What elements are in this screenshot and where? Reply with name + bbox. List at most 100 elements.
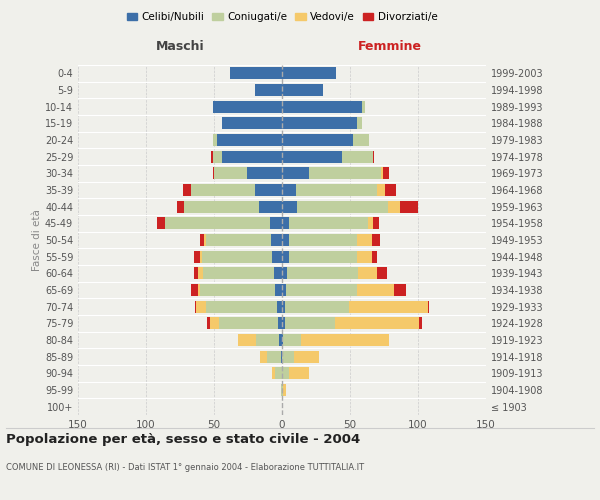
Bar	[282, 168, 309, 179]
Bar	[256, 334, 279, 346]
Bar	[282, 284, 286, 296]
Bar	[200, 250, 202, 262]
Bar	[372, 234, 380, 246]
Bar	[196, 300, 206, 312]
Bar	[165, 218, 270, 230]
Bar	[220, 318, 278, 330]
Bar	[281, 350, 282, 362]
Bar	[357, 118, 362, 130]
Bar	[270, 218, 282, 230]
Bar	[255, 184, 282, 196]
Bar	[214, 168, 247, 179]
Bar	[183, 184, 191, 196]
Text: COMUNE DI LEONESSA (RI) - Dati ISTAT 1° gennaio 2004 - Elaborazione TUTTITALIA.I: COMUNE DI LEONESSA (RI) - Dati ISTAT 1° …	[6, 463, 364, 472]
Bar	[400, 200, 418, 212]
Bar	[287, 268, 358, 280]
Bar	[211, 150, 212, 162]
Bar	[260, 350, 267, 362]
Bar	[357, 250, 372, 262]
Bar	[278, 318, 282, 330]
Bar	[197, 284, 200, 296]
Bar	[212, 134, 217, 146]
Bar	[282, 150, 342, 162]
Bar	[282, 200, 297, 212]
Bar	[394, 284, 406, 296]
Bar	[238, 334, 256, 346]
Bar	[282, 218, 289, 230]
Bar	[203, 268, 274, 280]
Bar	[362, 100, 365, 112]
Bar	[217, 134, 282, 146]
Bar	[335, 318, 419, 330]
Bar	[294, 350, 319, 362]
Bar	[282, 84, 323, 96]
Bar	[255, 84, 282, 96]
Bar	[197, 268, 203, 280]
Text: Popolazione per età, sesso e stato civile - 2004: Popolazione per età, sesso e stato civil…	[6, 432, 360, 446]
Bar	[383, 168, 389, 179]
Bar	[259, 200, 282, 212]
Bar	[282, 268, 287, 280]
Bar	[282, 68, 337, 80]
Bar	[247, 168, 282, 179]
Bar	[206, 300, 277, 312]
Bar	[342, 150, 373, 162]
Bar	[157, 218, 165, 230]
Bar	[282, 250, 289, 262]
Bar	[296, 184, 377, 196]
Bar	[207, 318, 210, 330]
Bar	[200, 234, 205, 246]
Bar	[357, 284, 394, 296]
Bar	[277, 300, 282, 312]
Bar	[272, 368, 275, 380]
Bar	[283, 334, 301, 346]
Bar	[282, 368, 289, 380]
Bar	[212, 150, 222, 162]
Bar	[282, 134, 353, 146]
Bar	[206, 234, 271, 246]
Bar	[372, 250, 377, 262]
Bar	[419, 318, 422, 330]
Bar	[194, 250, 200, 262]
Bar	[275, 368, 282, 380]
Bar	[289, 368, 309, 380]
Bar	[381, 168, 383, 179]
Bar	[210, 318, 220, 330]
Bar	[212, 100, 282, 112]
Text: Femmine: Femmine	[358, 40, 422, 52]
Bar	[373, 150, 374, 162]
Bar	[194, 268, 197, 280]
Bar	[191, 284, 197, 296]
Bar	[195, 300, 196, 312]
Bar	[373, 218, 379, 230]
Bar	[272, 250, 282, 262]
Bar	[309, 168, 381, 179]
Bar	[285, 318, 335, 330]
Bar	[230, 68, 282, 80]
Bar	[289, 218, 368, 230]
Bar	[377, 184, 385, 196]
Bar	[282, 300, 285, 312]
Bar	[368, 218, 373, 230]
Bar	[377, 268, 387, 280]
Bar	[202, 250, 272, 262]
Bar	[388, 200, 400, 212]
Bar	[349, 300, 428, 312]
Bar	[297, 200, 388, 212]
Bar	[289, 234, 357, 246]
Bar	[357, 234, 372, 246]
Bar	[222, 118, 282, 130]
Bar	[271, 234, 282, 246]
Bar	[281, 384, 282, 396]
Bar	[286, 284, 357, 296]
Bar	[282, 384, 283, 396]
Bar	[279, 334, 282, 346]
Bar	[275, 284, 282, 296]
Bar	[177, 200, 184, 212]
Bar	[283, 384, 286, 396]
Bar	[205, 234, 206, 246]
Bar	[282, 318, 285, 330]
Bar	[428, 300, 429, 312]
Legend: Celibi/Nubili, Coniugati/e, Vedovi/e, Divorziati/e: Celibi/Nubili, Coniugati/e, Vedovi/e, Di…	[122, 8, 442, 26]
Bar	[184, 200, 259, 212]
